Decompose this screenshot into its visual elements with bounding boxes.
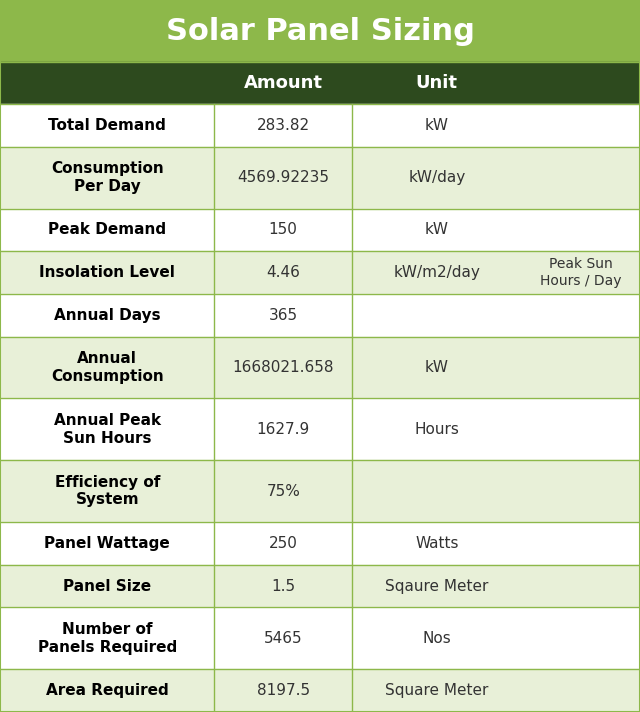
Bar: [0, 294, 640, 337]
Bar: [0, 209, 640, 251]
Text: 365: 365: [269, 308, 298, 323]
Text: Amount: Amount: [244, 74, 323, 92]
Text: 150: 150: [269, 222, 298, 237]
Text: kW: kW: [425, 222, 449, 237]
Bar: [0, 147, 640, 209]
Text: kW/day: kW/day: [408, 170, 465, 185]
Text: Total Demand: Total Demand: [48, 117, 166, 133]
Text: Efficiency of
System: Efficiency of System: [54, 475, 160, 508]
Text: Solar Panel Sizing: Solar Panel Sizing: [166, 16, 474, 46]
Text: Annual Days: Annual Days: [54, 308, 161, 323]
Bar: [0, 337, 640, 399]
Text: Area Required: Area Required: [46, 684, 168, 698]
Text: Consumption
Per Day: Consumption Per Day: [51, 162, 164, 194]
Bar: [0, 104, 640, 147]
Text: Watts: Watts: [415, 536, 458, 551]
Text: 4569.92235: 4569.92235: [237, 170, 329, 185]
Text: Annual
Consumption: Annual Consumption: [51, 351, 164, 384]
Text: 1668021.658: 1668021.658: [232, 360, 334, 375]
Text: kW: kW: [425, 117, 449, 133]
Text: 283.82: 283.82: [257, 117, 310, 133]
Text: Annual Peak
Sun Hours: Annual Peak Sun Hours: [54, 413, 161, 446]
Bar: [0, 251, 640, 294]
Text: 1.5: 1.5: [271, 579, 295, 594]
Text: kW/m2/day: kW/m2/day: [394, 265, 480, 280]
Text: 8197.5: 8197.5: [257, 684, 310, 698]
Bar: [0, 0, 640, 62]
Text: Square Meter: Square Meter: [385, 684, 488, 698]
Text: kW: kW: [425, 360, 449, 375]
Text: Insolation Level: Insolation Level: [39, 265, 175, 280]
Text: 4.46: 4.46: [266, 265, 300, 280]
Text: 1627.9: 1627.9: [257, 422, 310, 437]
Text: Nos: Nos: [422, 631, 451, 646]
Bar: [0, 522, 640, 565]
Text: Sqaure Meter: Sqaure Meter: [385, 579, 488, 594]
Bar: [0, 460, 640, 522]
Text: Number of
Panels Required: Number of Panels Required: [38, 622, 177, 654]
Text: Panel Wattage: Panel Wattage: [44, 536, 170, 551]
Bar: [0, 607, 640, 669]
Text: Panel Size: Panel Size: [63, 579, 151, 594]
Text: Peak Demand: Peak Demand: [48, 222, 166, 237]
Text: 5465: 5465: [264, 631, 303, 646]
Text: Unit: Unit: [416, 74, 458, 92]
Bar: [0, 669, 640, 712]
Text: 250: 250: [269, 536, 298, 551]
Text: Peak Sun
Hours / Day: Peak Sun Hours / Day: [540, 258, 621, 288]
Bar: [0, 62, 640, 104]
Bar: [0, 399, 640, 460]
Text: 75%: 75%: [266, 483, 300, 498]
Text: Hours: Hours: [414, 422, 460, 437]
Bar: [0, 565, 640, 607]
